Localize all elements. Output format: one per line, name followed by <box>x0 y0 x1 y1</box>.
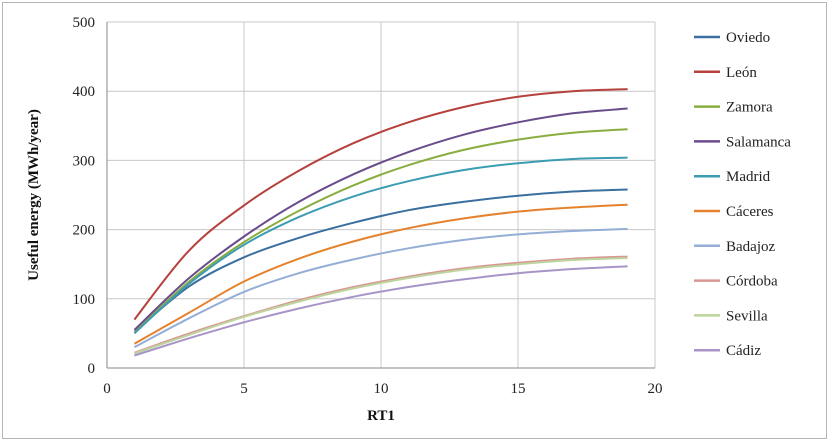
y-tick-label: 300 <box>73 153 96 169</box>
series-line-córdoba <box>134 255 628 354</box>
legend-label: Badajoz <box>726 239 775 255</box>
y-tick-label: 0 <box>88 361 96 377</box>
series-lines <box>133 88 628 357</box>
plot-area <box>106 22 655 369</box>
legend-label: Oviedo <box>726 30 770 46</box>
series-line-madrid <box>133 156 628 335</box>
legend-label: Salamanca <box>726 134 791 150</box>
y-axis-ticks: 0 100 200 300 400 500 <box>73 15 96 377</box>
y-tick-label: 400 <box>73 84 96 100</box>
series-line-salamanca <box>133 107 628 331</box>
x-axis-title: RT1 <box>367 408 395 424</box>
x-tick-label: 0 <box>103 381 111 397</box>
x-tick-label: 5 <box>240 381 248 397</box>
series-line-cádiz <box>134 265 628 357</box>
y-tick-label: 500 <box>73 15 96 31</box>
grid-lines <box>107 21 656 368</box>
legend-label: Cádiz <box>726 343 761 359</box>
y-tick-label: 100 <box>73 292 96 308</box>
series-line-sevilla <box>134 257 628 355</box>
series-line-badajoz <box>133 227 628 349</box>
x-tick-label: 10 <box>374 381 389 397</box>
series-line-zamora <box>133 128 628 333</box>
chart-frame <box>2 2 827 439</box>
series-line-oviedo <box>133 188 628 333</box>
x-tick-label: 20 <box>648 381 663 397</box>
legend-label: Cáceres <box>726 204 774 220</box>
legend-label: León <box>726 65 757 81</box>
x-tick-label: 15 <box>511 381 526 397</box>
y-axis-title: Useful energy (MWh/year) <box>26 109 42 281</box>
series-line-cáceres <box>133 203 628 345</box>
legend-label: Córdoba <box>726 274 778 290</box>
legend-label: Zamora <box>726 100 773 116</box>
legend-label: Sevilla <box>726 308 768 324</box>
x-axis-ticks: 0 5 10 15 20 <box>103 381 662 397</box>
legend: Oviedo León Zamora Salamanca Madrid Cáceres Ba… <box>694 30 791 359</box>
series-line-león <box>133 88 628 321</box>
legend-label: Madrid <box>726 169 771 185</box>
y-tick-label: 200 <box>73 223 96 239</box>
